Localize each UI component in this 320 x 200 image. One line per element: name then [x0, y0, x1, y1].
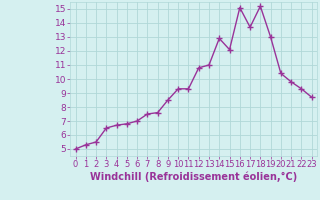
X-axis label: Windchill (Refroidissement éolien,°C): Windchill (Refroidissement éolien,°C) [90, 172, 297, 182]
